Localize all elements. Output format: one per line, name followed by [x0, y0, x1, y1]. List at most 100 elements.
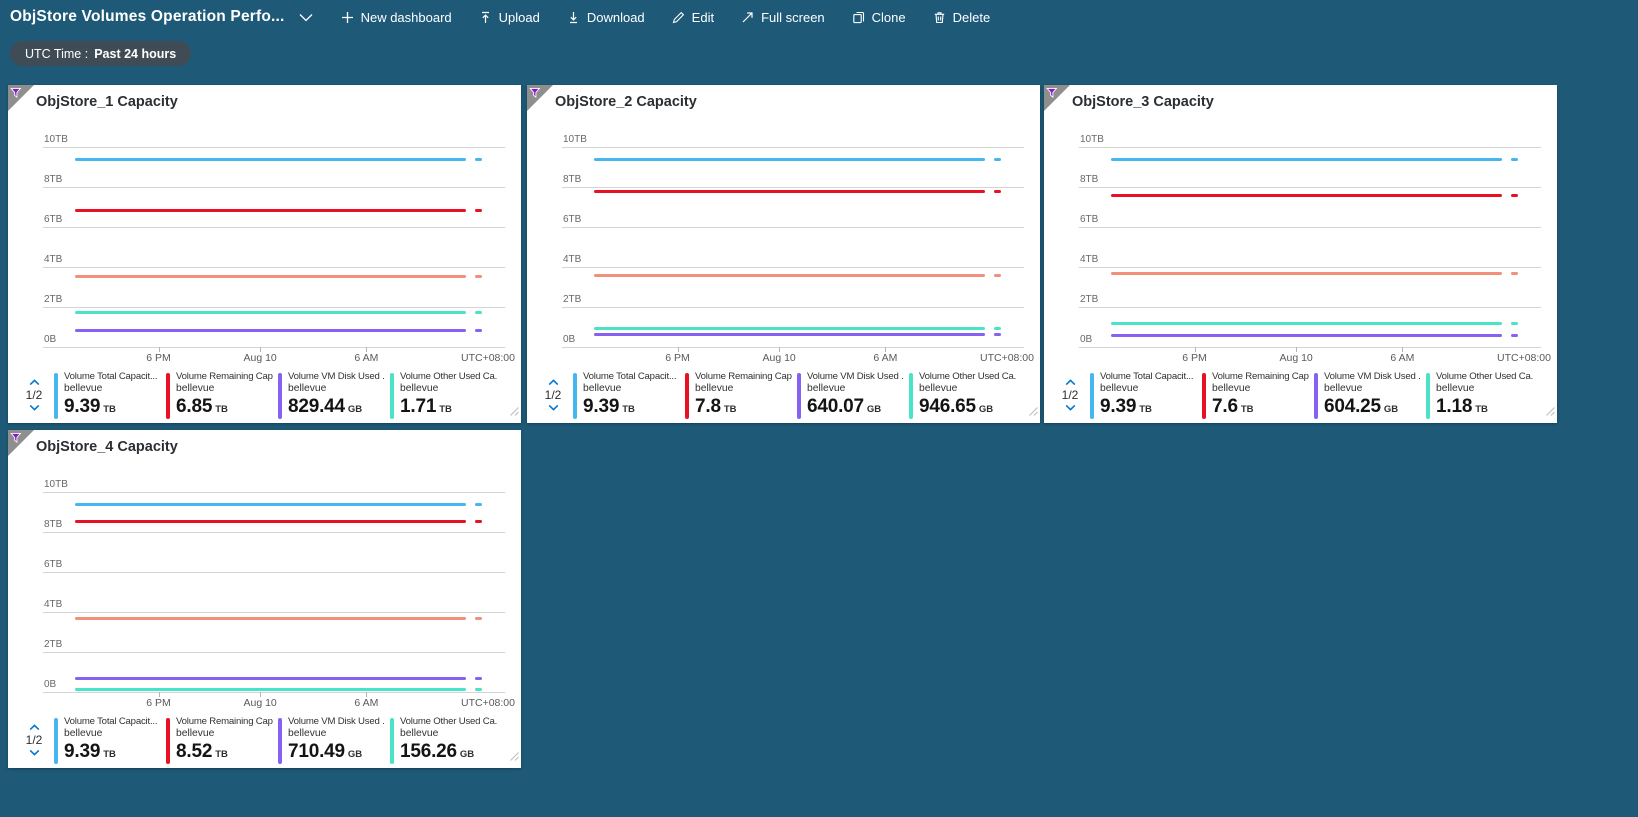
clone-pages-icon [852, 11, 865, 24]
legend-value: 7.8 [695, 396, 721, 417]
edit-button[interactable]: Edit [672, 10, 714, 25]
legend-page-down-button[interactable] [1063, 403, 1078, 412]
legend-page-indicator: 1/2 [544, 388, 562, 402]
legend-item[interactable]: Volume Total Capacit... bellevue 9.39 TB [1090, 371, 1198, 419]
series-line-purple [1111, 333, 1502, 337]
series-line-end-dash-orange [1510, 271, 1518, 275]
x-axis-tick-label: 6 AM [354, 352, 379, 364]
legend-unit: TB [215, 749, 228, 760]
legend-item[interactable]: Volume Other Used Ca... bellevue 1.18 TB [1426, 371, 1534, 419]
series-line-teal [1111, 321, 1502, 325]
legend-value: 640.07 [807, 396, 864, 417]
legend-item-text: Volume Other Used Ca... bellevue 946.65 … [919, 371, 1016, 419]
legend-item[interactable]: Volume Other Used Ca... bellevue 156.26 … [390, 716, 498, 764]
chevron-down-icon[interactable] [299, 13, 313, 22]
legend-page-indicator: 1/2 [25, 388, 43, 402]
legend-item[interactable]: Volume Remaining Cap... bellevue 7.8 TB [685, 371, 793, 419]
legend-value: 1.71 [400, 396, 437, 417]
legend-item[interactable]: Volume Other Used Ca... bellevue 946.65 … [909, 371, 1017, 419]
legend-item[interactable]: Volume Total Capacit... bellevue 9.39 TB [54, 371, 162, 419]
legend-value-row: 829.44 GB [288, 396, 385, 418]
legend-resource-label: bellevue [919, 383, 958, 394]
tile-title: ObjStore_1 Capacity [36, 94, 178, 110]
legend-item[interactable]: Volume VM Disk Used ... bellevue 710.49 … [278, 716, 386, 764]
x-axis-tick [260, 347, 262, 352]
legend-page-up-button[interactable] [546, 378, 561, 387]
legend-color-bar [278, 718, 282, 764]
x-axis-tick-label: 6 PM [665, 352, 690, 364]
legend-color-bar [166, 373, 170, 419]
legend-page-up-button[interactable] [27, 378, 42, 387]
legend-resource-label: bellevue [1324, 383, 1363, 394]
legend-item[interactable]: Volume Total Capacit... bellevue 9.39 TB [54, 716, 162, 764]
download-button[interactable]: Download [567, 10, 645, 25]
y-axis-tick-label: 2TB [44, 294, 63, 305]
series-line-teal [75, 687, 466, 691]
capacity-line-chart: 10TB 8TB 6TB 4TB 2TB 0B 6 PM Aug 10 6 AM UTC+08:0… [43, 479, 515, 709]
legend-item[interactable]: Volume Remaining Cap... bellevue 7.6 TB [1202, 371, 1310, 419]
legend-item-text: Volume Other Used Ca... bellevue 156.26 … [400, 716, 497, 764]
new-dashboard-button[interactable]: New dashboard [341, 10, 452, 25]
legend-item[interactable]: Volume VM Disk Used ... bellevue 640.07 … [797, 371, 905, 419]
legend-page-indicator: 1/2 [25, 733, 43, 747]
legend-metric-label: Volume VM Disk Used ... [807, 371, 904, 382]
legend-item[interactable]: Volume VM Disk Used ... bellevue 829.44 … [278, 371, 386, 419]
upload-button[interactable]: Upload [479, 10, 540, 25]
legend-resource-label: bellevue [400, 728, 439, 739]
legend-page-down-button[interactable] [546, 403, 561, 412]
resize-grip[interactable] [508, 403, 519, 421]
legend-value-row: 156.26 GB [400, 741, 497, 763]
series-line-end-dash-teal [474, 687, 482, 691]
series-line-end-dash-teal [993, 327, 1001, 331]
gridline [43, 187, 505, 188]
legend-item[interactable]: Volume Remaining Cap... bellevue 8.52 TB [166, 716, 274, 764]
tile-title: ObjStore_3 Capacity [1072, 94, 1214, 110]
delete-button[interactable]: Delete [933, 10, 990, 25]
resize-grip[interactable] [1544, 403, 1555, 421]
series-line-orange [1111, 271, 1502, 275]
legend-value-row: 946.65 GB [919, 396, 1016, 418]
tile-objstore-3: ObjStore_3 Capacity 10TB 8TB 6TB 4TB 2TB 0B 6 … [1044, 85, 1557, 423]
x-axis-tick [1194, 347, 1196, 352]
resize-grip[interactable] [508, 748, 519, 766]
y-axis-tick-label: 2TB [44, 639, 63, 650]
y-axis-tick-label: 0B [44, 334, 57, 345]
legend-page-down-button[interactable] [27, 403, 42, 412]
gridline [1079, 267, 1541, 268]
legend-resource-label: bellevue [695, 383, 734, 394]
legend-unit: TB [103, 749, 116, 760]
gridline [562, 307, 1024, 308]
legend-page-up-button[interactable] [27, 723, 42, 732]
edit-pencil-icon [672, 11, 685, 24]
series-line-end-dash-red [474, 520, 482, 524]
x-axis-timezone-label: UTC+08:00 [980, 352, 1034, 364]
time-range-pill[interactable]: UTC Time : Past 24 hours [10, 41, 192, 66]
legend-item[interactable]: Volume Remaining Cap... bellevue 6.85 TB [166, 371, 274, 419]
legend-metric-label: Volume Total Capacit... [64, 371, 158, 382]
legend-color-bar [54, 718, 58, 764]
x-axis-timezone-label: UTC+08:00 [1497, 352, 1551, 364]
legend-page-up-button[interactable] [1063, 378, 1078, 387]
series-line-end-dash-orange [474, 274, 482, 278]
legend-resource-label: bellevue [64, 728, 103, 739]
legend-item[interactable]: Volume Total Capacit... bellevue 9.39 TB [573, 371, 681, 419]
gridline [43, 612, 505, 613]
legend-color-bar [909, 373, 913, 419]
series-line-end-dash-orange [993, 273, 1001, 277]
legend-item-text: Volume VM Disk Used ... bellevue 710.49 … [288, 716, 385, 764]
legend-color-bar [166, 718, 170, 764]
gridline [43, 227, 505, 228]
legend-item[interactable]: Volume Other Used Ca... bellevue 1.71 TB [390, 371, 498, 419]
resize-grip[interactable] [1027, 403, 1038, 421]
legend-page-down-button[interactable] [27, 748, 42, 757]
legend-item-text: Volume Total Capacit... bellevue 9.39 TB [1100, 371, 1193, 419]
legend-item-text: Volume Other Used Ca... bellevue 1.71 TB [400, 371, 497, 419]
tile-title: ObjStore_2 Capacity [555, 94, 697, 110]
clone-button[interactable]: Clone [852, 10, 906, 25]
legend-item[interactable]: Volume VM Disk Used ... bellevue 604.25 … [1314, 371, 1422, 419]
legend-value: 946.65 [919, 396, 976, 417]
legend-unit: TB [723, 404, 737, 415]
fullscreen-button[interactable]: Full screen [741, 10, 825, 25]
y-axis-tick-label: 6TB [1080, 214, 1099, 225]
legend-value: 9.39 [64, 396, 101, 417]
